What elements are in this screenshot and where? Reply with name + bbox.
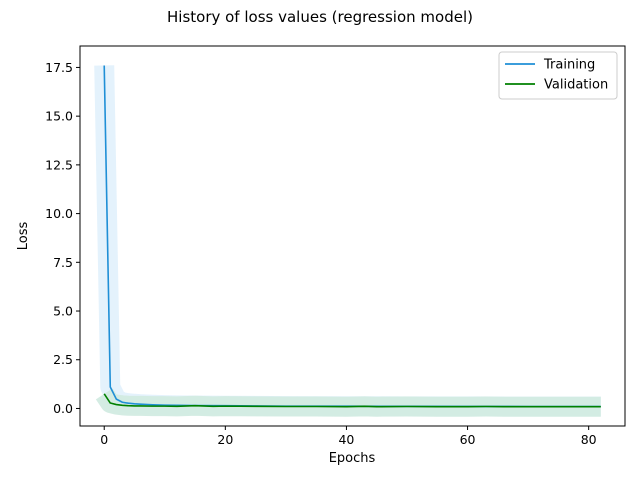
axes-frame: [79, 45, 626, 427]
y-axis: 0.0 2.5 5.0 7.5 10.0 12.5 15.0 17.5: [45, 60, 80, 416]
x-tick-label: 20: [217, 432, 233, 447]
y-tick-label: 15.0: [45, 109, 73, 124]
x-axis: 0 20 40 60 80: [100, 426, 597, 447]
y-tick-label: 0.0: [53, 401, 73, 416]
y-tick-label: 2.5: [53, 352, 73, 367]
series-line-1: [103, 393, 601, 408]
y-tick-label: 5.0: [53, 304, 73, 319]
series-band-0: [94, 65, 601, 417]
x-tick-label: 40: [338, 432, 354, 447]
plot-area: [94, 65, 601, 417]
y-tick-label: 12.5: [45, 157, 73, 172]
x-tick-label: 0: [100, 432, 108, 447]
legend-label-0: Training: [543, 58, 595, 73]
x-axis-label: Epochs: [329, 451, 376, 466]
chart-title: History of loss values (regression model…: [167, 8, 473, 26]
x-tick-label: 60: [460, 432, 476, 447]
x-tick-label: 80: [581, 432, 597, 447]
y-axis-label: Loss: [16, 222, 31, 251]
y-tick-label: 17.5: [45, 60, 73, 75]
y-tick-label: 7.5: [53, 255, 73, 270]
y-tick-label: 10.0: [45, 206, 73, 221]
legend-label-1: Validation: [544, 78, 608, 93]
series-line-0: [103, 65, 601, 408]
legend: Training Validation: [498, 51, 618, 100]
